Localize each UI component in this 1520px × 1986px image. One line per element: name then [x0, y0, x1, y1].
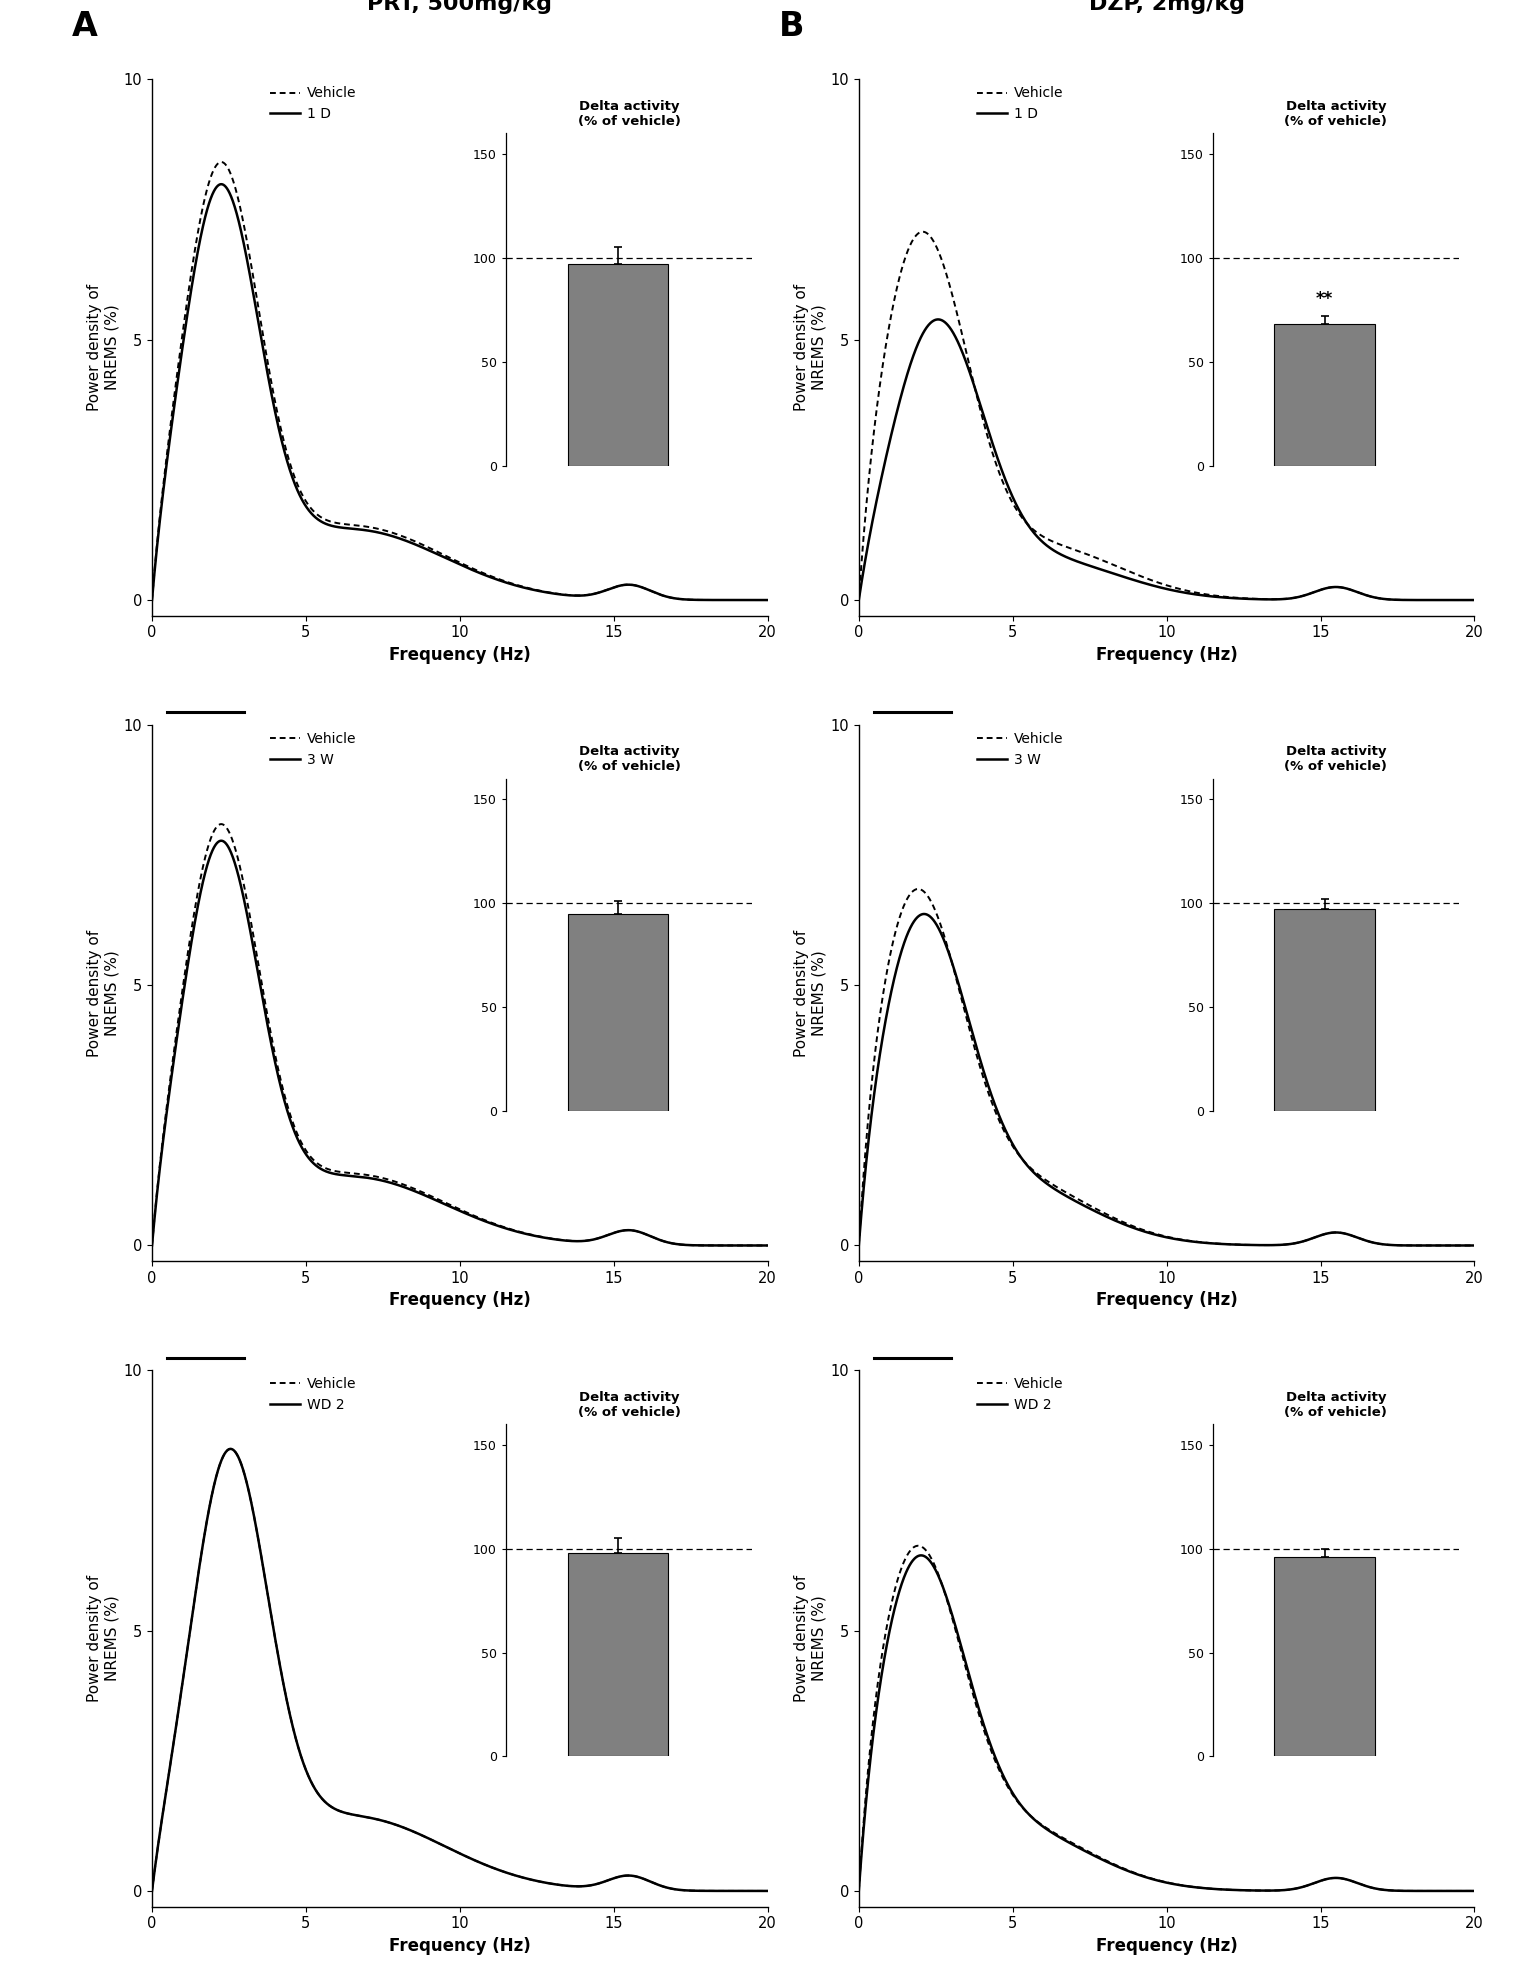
X-axis label: Frequency (Hz): Frequency (Hz): [389, 1291, 530, 1309]
Text: Delta activity
(% of vehicle): Delta activity (% of vehicle): [1284, 745, 1388, 773]
Y-axis label: Power density of
NREMS (%): Power density of NREMS (%): [793, 929, 827, 1057]
X-axis label: Frequency (Hz): Frequency (Hz): [1096, 1936, 1237, 1954]
Text: B: B: [778, 10, 804, 44]
X-axis label: Frequency (Hz): Frequency (Hz): [1096, 1291, 1237, 1309]
Legend: Vehicle, 1 D: Vehicle, 1 D: [976, 85, 1064, 121]
X-axis label: Frequency (Hz): Frequency (Hz): [1096, 645, 1237, 663]
X-axis label: Frequency (Hz): Frequency (Hz): [389, 645, 530, 663]
Y-axis label: Power density of
NREMS (%): Power density of NREMS (%): [87, 284, 120, 411]
Y-axis label: Power density of
NREMS (%): Power density of NREMS (%): [87, 929, 120, 1057]
Legend: Vehicle, WD 2: Vehicle, WD 2: [269, 1376, 357, 1412]
Y-axis label: Power density of
NREMS (%): Power density of NREMS (%): [793, 1575, 827, 1702]
Y-axis label: Power density of
NREMS (%): Power density of NREMS (%): [87, 1575, 120, 1702]
Text: Delta activity
(% of vehicle): Delta activity (% of vehicle): [1284, 99, 1388, 127]
Y-axis label: Power density of
NREMS (%): Power density of NREMS (%): [793, 284, 827, 411]
Legend: Vehicle, 3 W: Vehicle, 3 W: [976, 731, 1064, 767]
Legend: Vehicle, WD 2: Vehicle, WD 2: [976, 1376, 1064, 1412]
Text: Delta activity
(% of vehicle): Delta activity (% of vehicle): [578, 1390, 681, 1418]
Title: PRT, 500mg/kg: PRT, 500mg/kg: [368, 0, 552, 14]
Text: Delta activity
(% of vehicle): Delta activity (% of vehicle): [1284, 1390, 1388, 1418]
X-axis label: Frequency (Hz): Frequency (Hz): [389, 1936, 530, 1954]
Title: DZP, 2mg/kg: DZP, 2mg/kg: [1088, 0, 1245, 14]
Text: Delta activity
(% of vehicle): Delta activity (% of vehicle): [578, 745, 681, 773]
Legend: Vehicle, 3 W: Vehicle, 3 W: [269, 731, 357, 767]
Text: A: A: [71, 10, 97, 44]
Legend: Vehicle, 1 D: Vehicle, 1 D: [269, 85, 357, 121]
Text: Delta activity
(% of vehicle): Delta activity (% of vehicle): [578, 99, 681, 127]
